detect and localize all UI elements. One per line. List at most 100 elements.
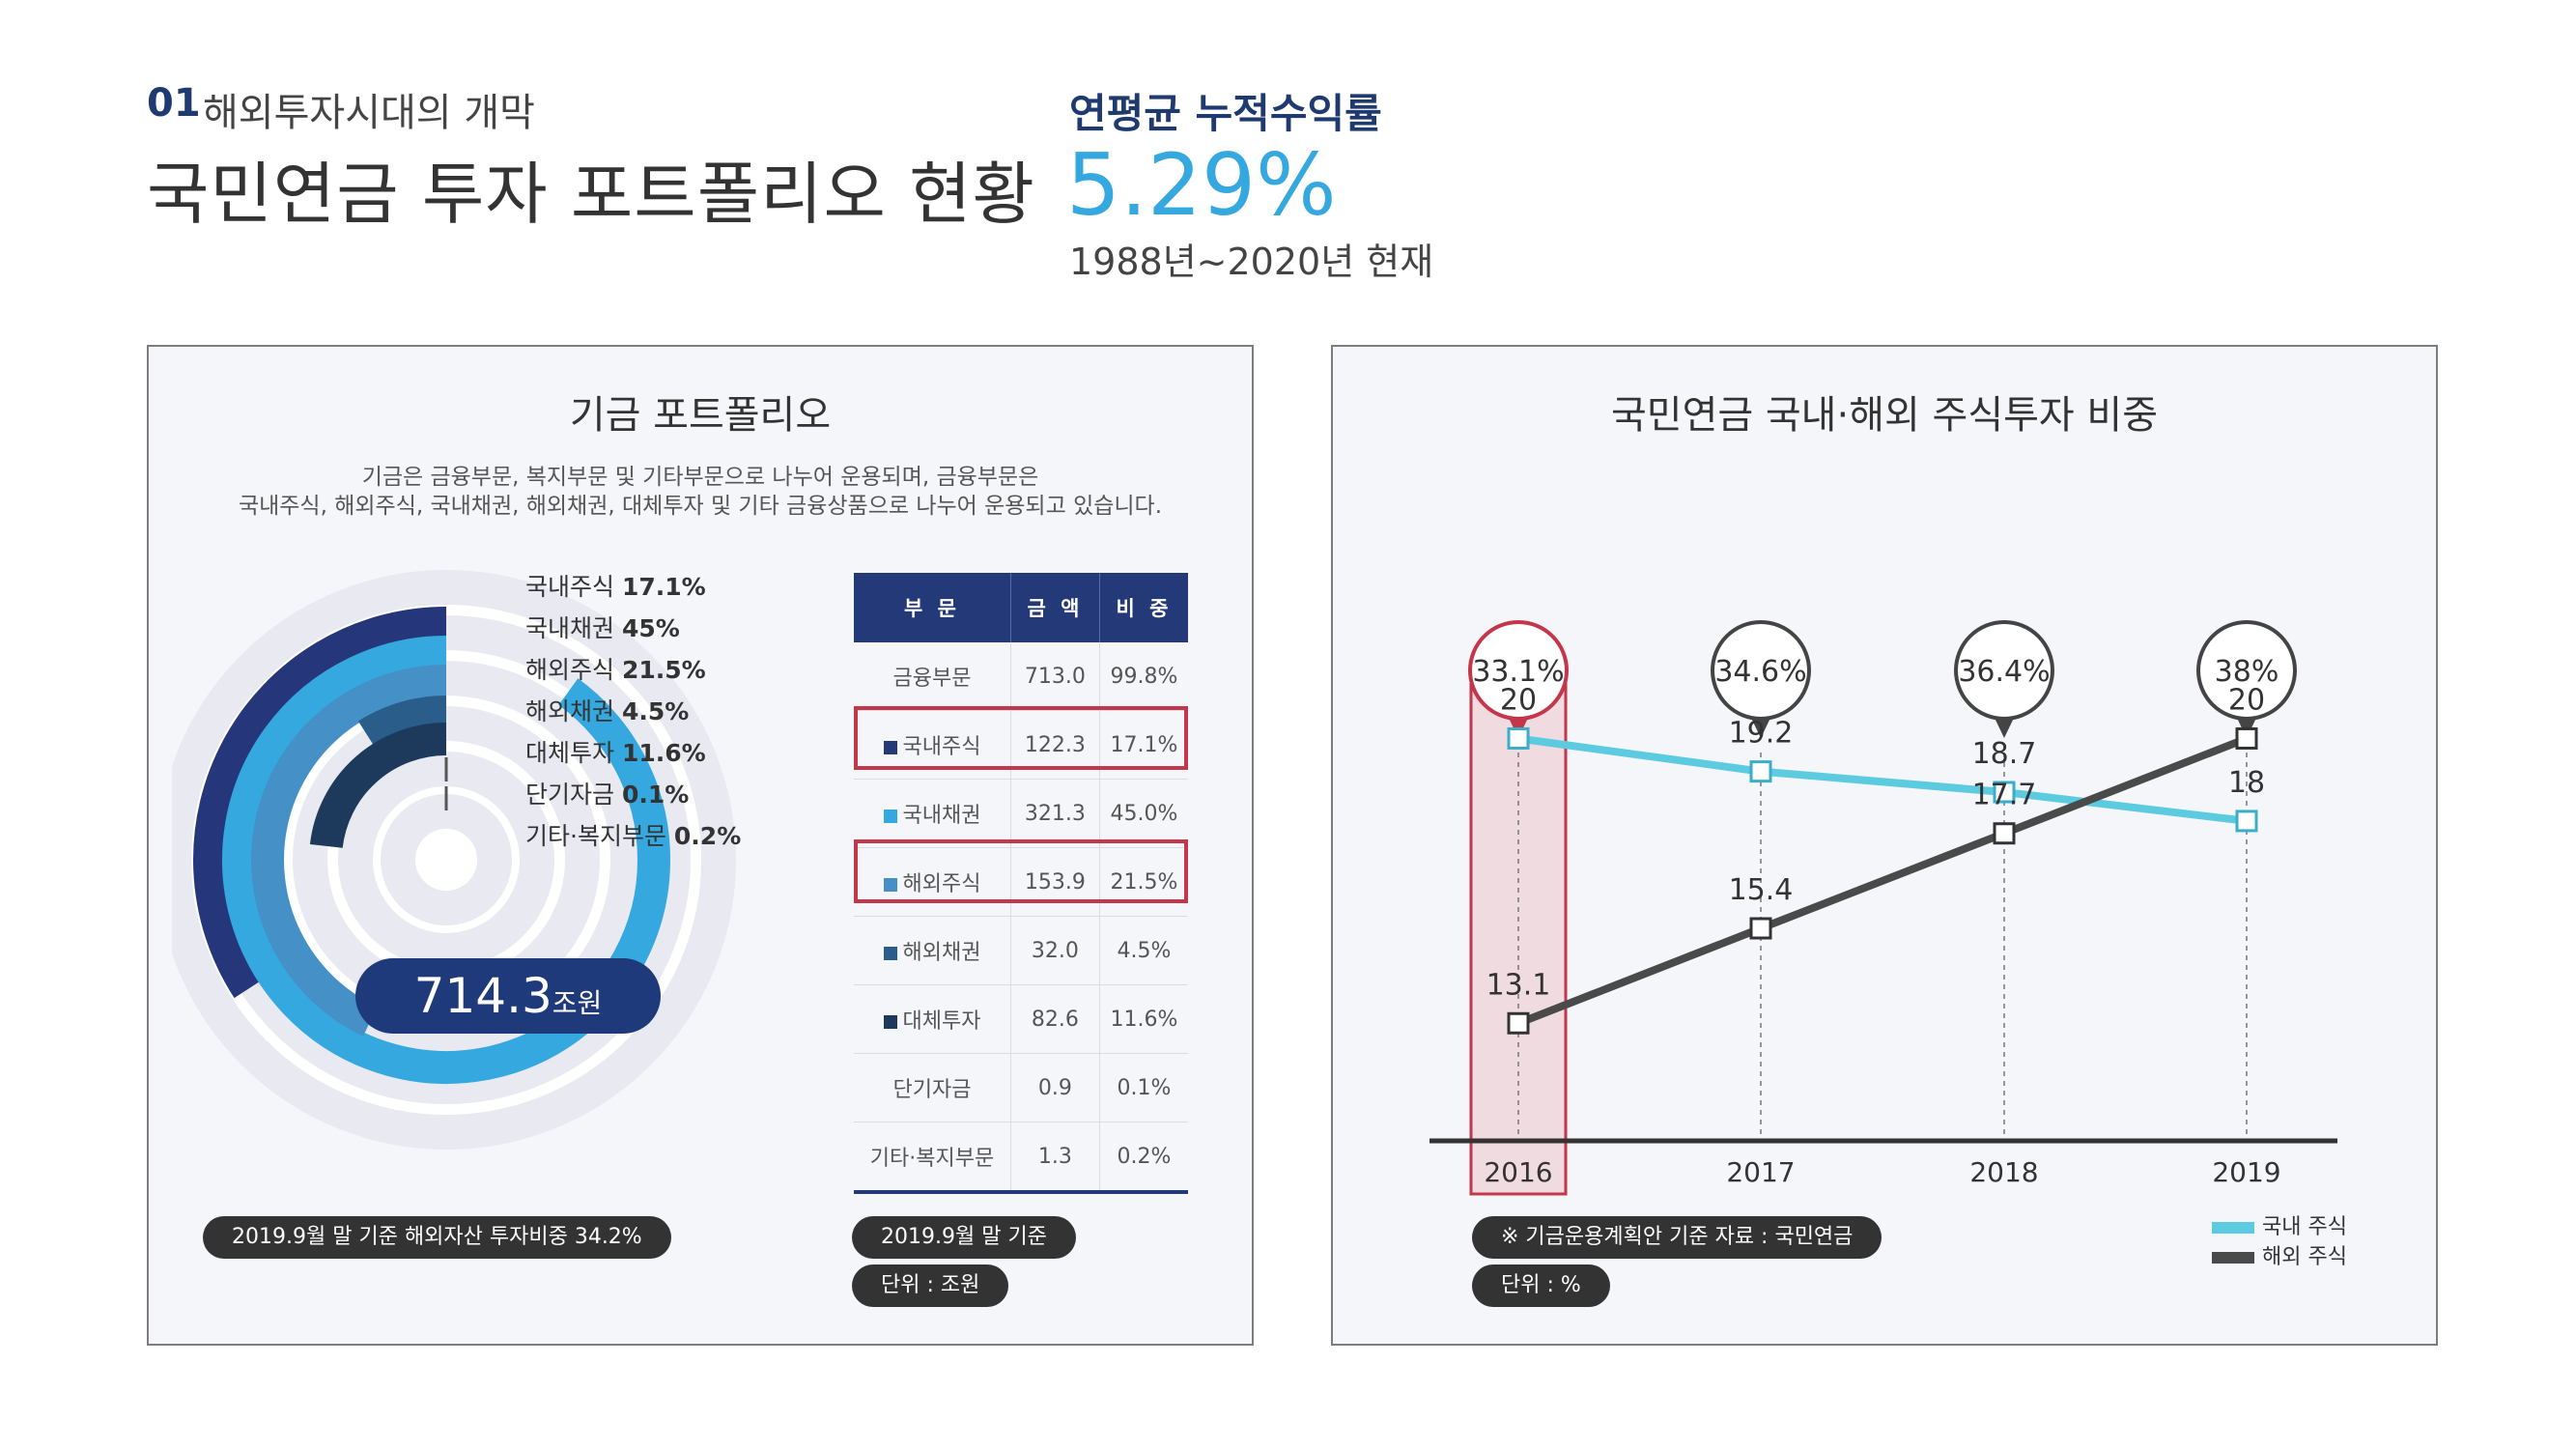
table-header: 금 액: [1009, 573, 1100, 642]
radial-bar: [357, 696, 447, 746]
radial-bar: [222, 636, 670, 1084]
section-number: 01: [147, 81, 201, 126]
category-swatch: [883, 810, 897, 823]
legend-foreign: 해외 주식: [2212, 1239, 2347, 1270]
return-period: 1988년~2020년 현재: [1069, 241, 1434, 283]
radial-bar-chart: [172, 570, 736, 1150]
data-label: 20: [2228, 683, 2265, 717]
line-chart: 33.1% 34.6% 36.4% 38%2016 2017 2018 20192019.2…: [1430, 620, 2337, 1196]
source-note: ※ 기금운용계획안 기준 자료 : 국민연금: [1472, 1216, 1882, 1259]
total-label: 34.6%: [1714, 655, 1806, 689]
portfolio-panel: 기금 포트폴리오 기금은 금융부문, 복지부문 및 기타부문으로 나누어 운용되…: [147, 345, 1254, 1346]
table-header: 비 중: [1098, 573, 1188, 642]
legend-item: 기타·복지부문 0.2%: [525, 822, 742, 850]
series-line: [1517, 734, 2248, 825]
data-point: [1507, 1011, 1530, 1035]
cell-category: 국내채권: [854, 779, 1011, 848]
data-label: 18.7: [1972, 737, 2037, 771]
cell-amount: 321.3: [1009, 779, 1100, 848]
return-label: 연평균 누적수익률: [1069, 90, 1382, 137]
cell-category: 대체투자: [854, 984, 1011, 1054]
callout-circle: [1468, 620, 1569, 721]
legend-swatch: [2212, 1222, 2254, 1234]
cell-share: 11.6%: [1098, 984, 1188, 1054]
data-label: 19.2: [1729, 717, 1794, 751]
data-point: [1507, 726, 1530, 750]
cell-share: 45.0%: [1098, 779, 1188, 848]
cell-amount: 713.0: [1009, 642, 1100, 711]
x-tick-label: 2017: [1726, 1156, 1795, 1188]
data-point: [1993, 781, 2016, 804]
unit-note: 단위 : %: [1472, 1264, 1610, 1307]
cell-category: 해외주식: [854, 847, 1011, 917]
x-tick-label: 2016: [1484, 1156, 1552, 1188]
portfolio-desc-line1: 기금은 금융부문, 복지부문 및 기타부문으로 나누어 운용되며, 금융부문은: [361, 465, 1039, 490]
portfolio-title: 기금 포트폴리오: [569, 393, 832, 438]
table-row: 해외주식 153.9 21.5%: [854, 847, 1188, 917]
legend-swatch: [2212, 1252, 2254, 1264]
table-row: 기타·복지부문 1.3 0.2%: [854, 1122, 1188, 1194]
table-row: 단기자금 0.9 0.1%: [854, 1053, 1188, 1122]
cell-share: 21.5%: [1098, 847, 1188, 917]
cell-amount: 153.9: [1009, 847, 1100, 917]
table-row: 대체투자 82.6 11.6%: [854, 984, 1188, 1054]
highlight-box-2016: [1469, 673, 1568, 1196]
cell-share: 99.8%: [1098, 642, 1188, 711]
legend-domestic: 국내 주식: [2212, 1209, 2347, 1240]
x-tick-label: 2019: [2212, 1156, 2280, 1188]
page-title: 국민연금 투자 포트폴리오 현황: [147, 155, 1035, 234]
table-row: 금융부문 713.0 99.8%: [854, 642, 1188, 711]
cell-share: 4.5%: [1098, 916, 1188, 985]
data-point: [2235, 810, 2258, 833]
callout-circle: [1954, 620, 2054, 721]
callout-circle: [2196, 620, 2297, 721]
data-label: 13.1: [1486, 968, 1551, 1002]
data-label: 17.7: [1972, 779, 2037, 812]
category-swatch: [883, 878, 897, 892]
cell-amount: 82.6: [1009, 984, 1100, 1054]
category-swatch: [883, 741, 897, 754]
data-label: 20: [1500, 683, 1537, 717]
total-value: 714.3: [413, 968, 552, 1024]
cell-amount: 0.9: [1009, 1053, 1100, 1122]
data-label: 15.4: [1729, 873, 1794, 907]
x-tick-label: 2018: [1969, 1156, 2038, 1188]
table-date-note: 2019.9월 말 기준: [852, 1216, 1076, 1259]
highlight-domestic-stock: [854, 706, 1188, 770]
radial-bar: [251, 665, 447, 1037]
total-label: 38%: [2215, 655, 2279, 689]
background-ring: [381, 794, 512, 925]
total-unit: 조원: [552, 987, 603, 1019]
legend-item: 국내채권 45%: [525, 614, 680, 642]
category-swatch: [883, 947, 897, 960]
cell-category: 단기자금: [854, 1053, 1011, 1122]
cell-category: 기타·복지부문: [854, 1122, 1011, 1194]
total-label: 36.4%: [1958, 655, 2050, 689]
data-label: 18: [2228, 766, 2265, 800]
cell-share: 0.2%: [1098, 1122, 1188, 1194]
cell-amount: 32.0: [1009, 916, 1100, 985]
stock-share-title: 국민연금 국내·해외 주식투자 비중: [1610, 393, 2159, 438]
data-point: [1993, 822, 2016, 845]
table-row: 국내채권 321.3 45.0%: [854, 779, 1188, 848]
cell-category: 금융부문: [854, 642, 1011, 711]
total-badge: 714.3조원: [355, 958, 661, 1034]
legend-item: 단기자금 0.1%: [525, 781, 690, 809]
callout-circle: [1711, 620, 1811, 721]
legend-item: 해외주식 21.5%: [525, 656, 706, 684]
highlight-foreign-stock: [854, 839, 1188, 903]
category-swatch: [883, 1015, 897, 1029]
table-row: 해외채권 32.0 4.5%: [854, 916, 1188, 985]
legend-item: 해외채권 4.5%: [525, 697, 690, 725]
portfolio-desc-line2: 국내주식, 해외주식, 국내채권, 해외채권, 대체투자 및 기타 금융상품으로…: [238, 494, 1163, 519]
section-title: 해외투자시대의 개막: [203, 91, 535, 135]
radial-bar: [193, 607, 447, 999]
cell-share: 0.1%: [1098, 1053, 1188, 1122]
table-unit-note: 단위 : 조원: [852, 1264, 1009, 1307]
foreign-share-note: 2019.9월 말 기준 해외자산 투자비중 34.2%: [203, 1216, 671, 1259]
data-point: [1749, 917, 1772, 940]
radial-bar: [309, 723, 447, 849]
cell-category: 해외채권: [854, 916, 1011, 985]
table-header: 부 문: [854, 573, 1011, 642]
data-point: [1749, 760, 1772, 783]
